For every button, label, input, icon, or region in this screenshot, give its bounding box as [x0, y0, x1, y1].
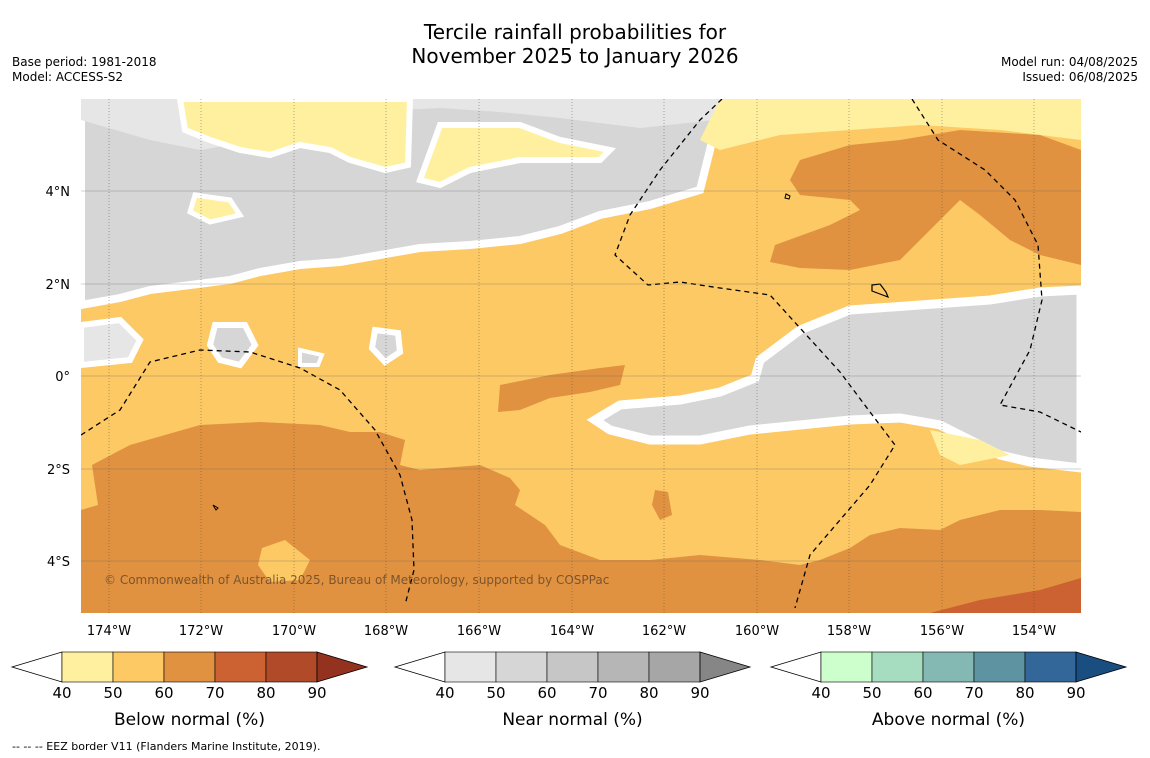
issued-date: Issued: 06/08/2025: [1022, 70, 1138, 84]
eez-border-2: [614, 99, 896, 609]
colorbar-2-tick-1: 50: [862, 684, 882, 702]
field-below-40-top2: [416, 122, 617, 189]
colorbar-1-title: Near normal (%): [502, 710, 643, 730]
eez-border-1: [81, 349, 415, 606]
meta-right: Model run: 04/08/2025 Issued: 06/08/2025: [1001, 55, 1138, 85]
lon-label-5: 164°W: [550, 624, 594, 639]
model-run: Model run: 04/08/2025: [1000, 55, 1138, 69]
field-below-60-topright: [770, 130, 1081, 270]
colorbar-2-box-0: [820, 651, 873, 683]
field-below-40-top: [176, 99, 414, 174]
colorbar-1-box-3: [597, 651, 650, 683]
colorbar-2-box-3: [973, 651, 1026, 683]
colorbar-0-tick-2: 60: [154, 684, 174, 702]
footer-note: -- -- -- EEZ border V11 (Flanders Marine…: [12, 740, 321, 753]
lon-label-6: 162°W: [642, 624, 686, 639]
lon-label-8: 158°W: [827, 624, 871, 639]
island-2: [784, 193, 791, 200]
colorbar-0-tick-0: 40: [52, 684, 72, 702]
colorbar-2-lower-extend: [769, 651, 822, 683]
field-below-60-dot: [652, 490, 672, 520]
lat-label-3: 2°S: [47, 463, 70, 478]
colorbar-1-upper-extend: [699, 651, 752, 683]
lon-label-7: 160°W: [735, 624, 779, 639]
lon-label-1: 172°W: [179, 624, 223, 639]
colorbar-1-tick-5: 90: [690, 684, 710, 702]
field-near-right: [586, 285, 1081, 473]
colorbar-1-box-2: [546, 651, 599, 683]
lon-label-4: 166°W: [457, 624, 501, 639]
colorbar-1-tick-2: 60: [537, 684, 557, 702]
field-below-70-bottomright: [930, 578, 1081, 613]
colorbar-2-tick-5: 90: [1066, 684, 1086, 702]
colorbar-0-box-0: [61, 651, 114, 683]
field-near-left2: [206, 322, 259, 369]
colorbar-0-tick-5: 90: [307, 684, 327, 702]
colorbar-0-tick-3: 70: [205, 684, 225, 702]
title-line-2: November 2025 to January 2026: [411, 44, 739, 68]
map-fields: [81, 99, 1081, 613]
lat-label-4: 4°S: [47, 555, 70, 570]
base-period: Base period: 1981-2018: [12, 55, 157, 69]
colorbar-2-title: Above normal (%): [871, 710, 1026, 730]
colorbar-0-title: Below normal (%): [114, 710, 265, 730]
colorbar-2-box-1: [871, 651, 924, 683]
colorbar-0-box-2: [163, 651, 216, 683]
map-title: Tercile rainfall probabilities for Novem…: [0, 20, 1150, 68]
lat-gridlines: [81, 190, 1081, 562]
colorbar-1-box-4: [648, 651, 701, 683]
island-3: [212, 504, 219, 511]
field-below-40-top3: [187, 192, 245, 225]
field-below-60-bottom: [81, 422, 1081, 613]
lat-label-0: 4°N: [46, 185, 71, 200]
field-near-left: [81, 316, 144, 369]
lat-label-1: 2°N: [46, 278, 71, 293]
lon-label-9: 156°W: [920, 624, 964, 639]
colorbar-1-tick-0: 40: [435, 684, 455, 702]
lon-label-10: 154°W: [1012, 624, 1056, 639]
field-below-40-topright: [700, 99, 1081, 150]
lon-label-2: 170°W: [272, 624, 316, 639]
colorbar-2-tick-2: 60: [913, 684, 933, 702]
lon-label-0: 174°W: [87, 624, 131, 639]
eez-border-3: [911, 99, 1081, 433]
colorbar-2-box-4: [1024, 651, 1077, 683]
colorbar-2-tick-4: 80: [1015, 684, 1035, 702]
colorbar-1-tick-4: 80: [639, 684, 659, 702]
colorbar-1-box-1: [495, 651, 548, 683]
colorbar-2-tick-3: 70: [964, 684, 984, 702]
colorbar-1-tick-1: 50: [486, 684, 506, 702]
field-below-40-right: [930, 430, 1010, 465]
colorbars: [10, 651, 1128, 683]
colorbar-1-box-0: [444, 651, 497, 683]
lon-label-3: 168°W: [364, 624, 408, 639]
field-near-left4: [298, 347, 325, 367]
colorbar-0-lower-extend: [10, 651, 63, 683]
colorbar-0-box-1: [112, 651, 165, 683]
colorbar-0-tick-1: 50: [103, 684, 123, 702]
colorbar-0-box-3: [214, 651, 267, 683]
lat-label-2: 0°: [55, 370, 70, 385]
colorbar-0-upper-extend: [316, 651, 369, 683]
model-name: Model: ACCESS-S2: [12, 70, 124, 84]
colorbar-2-box-2: [922, 651, 975, 683]
colorbar-0-box-4: [265, 651, 318, 683]
field-below-60-streak: [498, 365, 625, 412]
colorbar-1-tick-3: 70: [588, 684, 608, 702]
colorbar-2-upper-extend: [1075, 651, 1128, 683]
colorbar-2-tick-0: 40: [811, 684, 831, 702]
colorbar-1-lower-extend: [393, 651, 446, 683]
colorbar-0-tick-4: 80: [256, 684, 276, 702]
title-line-1: Tercile rainfall probabilities for: [423, 20, 727, 44]
meta-left: Base period: 1981-2018 Model: ACCESS-S2: [12, 55, 157, 85]
copyright-notice: © Commonwealth of Australia 2025, Bureau…: [104, 573, 609, 587]
